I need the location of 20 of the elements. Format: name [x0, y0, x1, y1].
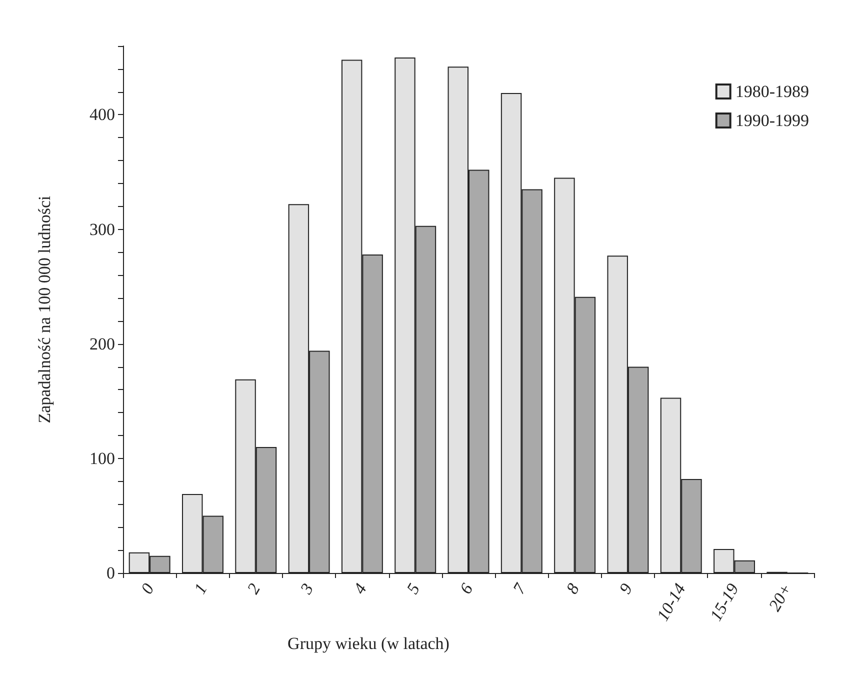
x-tick-label: 9 [615, 580, 636, 598]
x-tick-label: 7 [509, 578, 531, 598]
legend-label: 1980-1989 [735, 82, 810, 101]
y-tick-label: 0 [106, 564, 115, 582]
x-tick-label: 1 [190, 580, 211, 598]
x-tick-label: 2 [243, 580, 264, 598]
legend-label: 1990-1999 [735, 111, 810, 130]
x-tick-label: 4 [350, 580, 371, 598]
y-tick-label: 100 [90, 448, 115, 468]
y-tick-label: 400 [90, 105, 115, 124]
y-tick-label: 300 [90, 220, 115, 239]
x-tick-label: 6 [456, 580, 477, 598]
x-axis-title: Grupy wieku (w latach) [288, 634, 450, 653]
y-axis-title: Zapadalność na 100 000 ludności [35, 195, 54, 424]
x-tick-label: 20+ [764, 580, 796, 614]
y-tick-label: 200 [90, 334, 115, 354]
x-tick-label: 5 [402, 580, 424, 598]
x-tick-label: 8 [562, 580, 584, 598]
x-tick-label: 0 [137, 580, 158, 598]
x-tick-label: 3 [296, 580, 318, 598]
